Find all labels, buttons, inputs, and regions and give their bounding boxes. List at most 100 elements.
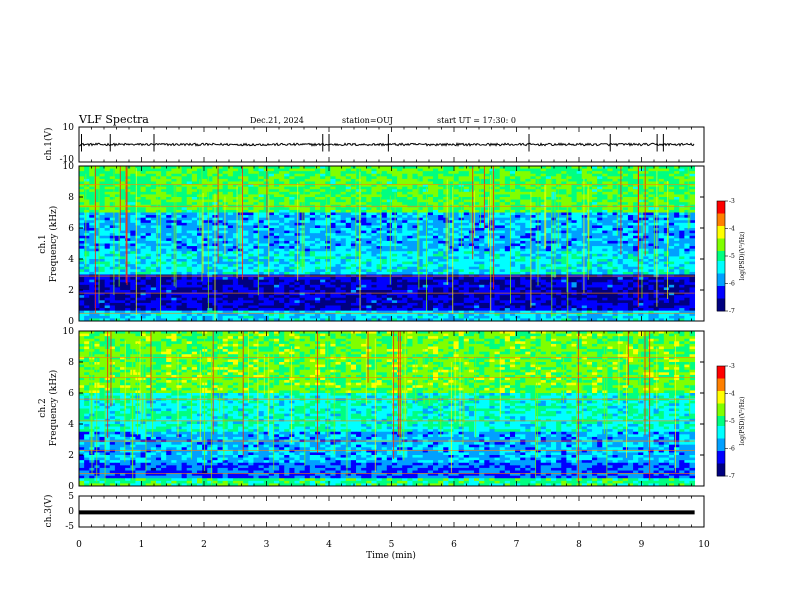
spectrogram-cell [227,176,234,180]
spectrogram-cell [376,181,383,185]
spectrogram-cell [668,261,675,265]
spectrogram-cell [191,173,198,177]
spectrogram-cell [386,171,393,175]
spectrogram-cell [320,220,326,224]
spectrogram-cell [207,220,213,224]
spectrogram-cell [212,173,218,177]
spectrogram-cell [325,264,331,268]
spectrogram-cell [597,189,603,193]
spectrogram-cell [612,197,619,200]
spectrogram-cell [335,166,342,169]
spectrogram-cell [586,240,593,244]
spectrogram-cell [202,225,208,229]
spectrogram-cell [120,217,126,221]
spectrogram-cell [376,186,383,190]
spectrogram-cell [556,269,562,273]
spectrogram-cell [643,233,649,237]
spectrogram-cell [309,225,316,229]
spectrogram-cell [196,251,203,255]
spectrogram-cell [284,202,290,206]
spectrogram-cell [371,168,377,172]
spectrogram-cell [402,197,408,200]
spectrogram-cell [402,259,408,262]
spectrogram-cell [84,246,90,250]
spectrogram-cell [279,191,285,195]
spectrogram-cell [330,230,336,234]
spectrogram-cell [489,215,495,219]
spectrogram-cell [314,248,321,252]
spectrogram-cell [258,235,265,239]
spectrogram-cell [191,207,198,211]
spectrogram-cell [438,176,444,180]
spectrogram-cell [340,243,347,247]
spectrogram-cell [468,178,475,182]
spectrogram-cell [253,253,259,257]
spectrogram-cell [371,166,377,169]
spectrogram-cell [417,178,424,182]
spectrogram-cell [432,215,439,219]
spectrogram-cell [376,228,383,231]
spectrogram-cell [463,171,470,175]
spectrogram-cell [366,251,372,255]
spectrogram-cell [689,215,696,219]
ch1-waveform-trace [79,142,695,147]
spectrogram-cell [125,209,131,213]
spectrogram-cell [561,186,567,190]
spectrogram-cell [248,207,254,211]
spectrogram-cell [638,235,644,239]
spectrogram-cell [227,173,234,177]
spectrogram-cell [371,228,377,231]
spectrogram-cell [586,222,593,226]
spectrogram-cell [196,264,203,268]
spectrogram-cell [79,220,85,224]
spectrogram-cell [530,207,536,211]
spectrogram-cell [202,181,208,185]
spectrogram-cell [325,178,331,182]
spectrogram-cell [120,202,126,206]
spectrogram-cell [309,176,316,180]
spectrogram-cell [376,256,383,260]
spectrogram-cell [515,171,521,175]
spectrogram-cell [120,220,126,224]
spectrogram-cell [166,178,172,182]
spectrogram-cell [679,233,685,237]
spectrogram-cell [412,253,418,257]
spectrogram-cell [238,191,244,195]
spectrogram-cell [509,186,516,190]
spectrogram-cell [273,168,280,172]
spectrogram-cell [432,259,439,262]
spectrogram-cell [674,199,680,203]
spectrogram-cell [94,171,100,175]
spectrogram-cell [376,189,383,193]
spectrogram-cell [145,186,152,190]
spectrogram-cell [402,212,408,216]
spectrogram-cell [679,209,685,213]
spectrogram-cell [202,166,208,169]
spectrogram-cell [689,225,696,229]
spectrogram-cell [438,199,444,203]
spectrogram-cell [289,197,295,200]
spectrogram-cell [576,266,583,270]
spectrogram-cell [309,261,316,265]
spectrogram-cell [633,248,639,252]
spectrogram-cell [397,243,403,247]
spectrogram-cell [684,220,690,224]
spectrogram-cell [633,261,639,265]
spectrogram-cell [217,269,224,273]
spectrogram-cell [202,197,208,200]
spectrogram-cell [545,215,552,219]
spectrogram-cell [571,166,578,169]
spectrogram-cell [366,212,372,216]
spectrogram-cell [289,261,295,265]
spectrogram-cell [545,194,552,198]
spectrogram-cell [407,215,413,219]
spectrogram-cell [253,235,259,239]
spectrogram-cell [525,228,531,231]
spectrogram-cell [320,238,326,242]
spectrogram-cell [561,173,567,177]
spectrogram-cell [161,266,167,270]
spectrogram-cell [556,246,562,250]
spectrogram-cell [320,240,326,244]
spectrogram-cell [217,178,224,182]
spectrogram-cell [412,171,418,175]
